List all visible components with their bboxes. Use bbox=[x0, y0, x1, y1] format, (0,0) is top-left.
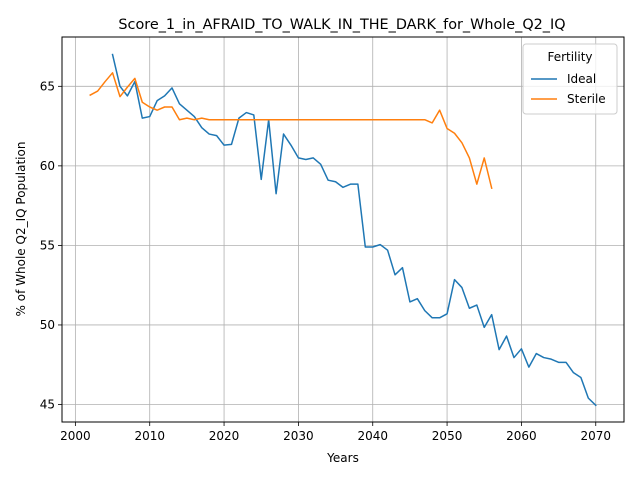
y-tick-label: 65 bbox=[40, 79, 55, 93]
series-line-sterile bbox=[89, 72, 493, 190]
x-tick-label: 2030 bbox=[283, 429, 314, 443]
y-tick-label: 60 bbox=[40, 159, 55, 173]
legend: Fertility Ideal Sterile bbox=[522, 43, 618, 115]
legend-label-ideal: Ideal bbox=[567, 72, 596, 86]
x-axis-ticks: 2000 2010 2020 2030 2040 2050 2060 2070 bbox=[60, 422, 611, 443]
series-line-ideal bbox=[111, 53, 597, 407]
y-tick-label: 45 bbox=[40, 398, 55, 412]
y-tick-label: 50 bbox=[40, 318, 55, 332]
y-axis-ticks: 45 50 55 60 65 bbox=[40, 79, 62, 412]
x-tick-label: 2020 bbox=[209, 429, 240, 443]
y-tick-label: 55 bbox=[40, 238, 55, 252]
x-tick-label: 2010 bbox=[134, 429, 165, 443]
x-axis-label: Years bbox=[326, 451, 359, 465]
legend-box bbox=[522, 43, 618, 115]
x-tick-label: 2000 bbox=[60, 429, 91, 443]
y-axis-label: % of Whole Q2_IQ Population bbox=[14, 142, 28, 317]
legend-label-sterile: Sterile bbox=[567, 92, 606, 106]
series-lines bbox=[89, 53, 597, 407]
chart-title: Score_1_in_AFRAID_TO_WALK_IN_THE_DARK_fo… bbox=[118, 17, 565, 33]
x-tick-label: 2040 bbox=[357, 429, 388, 443]
legend-title: Fertility bbox=[547, 50, 592, 64]
x-tick-label: 2060 bbox=[506, 429, 537, 443]
x-tick-label: 2070 bbox=[580, 429, 611, 443]
x-tick-label: 2050 bbox=[432, 429, 463, 443]
plot-area-frame bbox=[61, 36, 625, 423]
